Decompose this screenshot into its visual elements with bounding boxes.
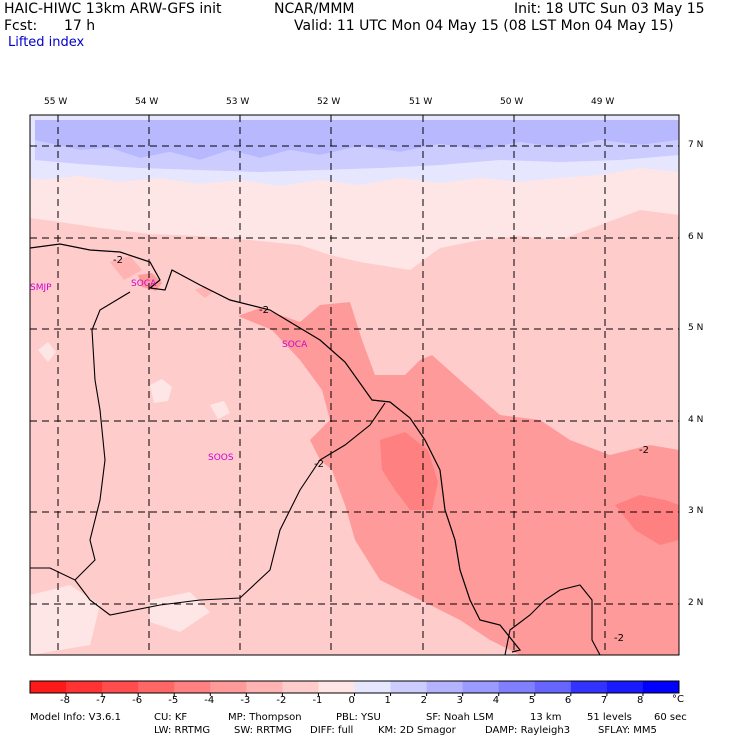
contour-label: -2 bbox=[259, 305, 269, 316]
field-unstable-region bbox=[238, 302, 679, 655]
colorbar-tick-label: -7 bbox=[96, 695, 107, 706]
colorbar-swatch bbox=[318, 681, 355, 693]
grid-spacing: 13 km bbox=[530, 712, 562, 723]
colorbar-swatch bbox=[462, 681, 500, 693]
colorbar-swatch bbox=[606, 681, 644, 693]
station-label: SOCA bbox=[282, 340, 308, 350]
coastline bbox=[30, 243, 522, 653]
map-frame bbox=[29, 114, 680, 656]
field-light-patch bbox=[30, 585, 100, 655]
colorbar-swatch bbox=[174, 681, 211, 693]
forecast-hour: 17 h bbox=[64, 18, 96, 34]
colorbar-swatch bbox=[570, 681, 608, 693]
contour-label: -2 bbox=[314, 459, 324, 470]
graticule bbox=[30, 115, 679, 655]
time-step: 60 sec bbox=[654, 712, 687, 723]
lat-label: 5 N bbox=[688, 323, 704, 333]
field-light-patch bbox=[150, 592, 210, 632]
shortwave-scheme: SW: RRTMG bbox=[234, 725, 292, 736]
lat-label: 4 N bbox=[688, 415, 704, 425]
colorbar-tick-label: 6 bbox=[564, 695, 572, 706]
lon-label: 52 W bbox=[317, 97, 341, 107]
colorbar-swatch bbox=[210, 681, 247, 693]
lat-label: 3 N bbox=[688, 506, 704, 516]
center-label: NCAR/MMM bbox=[274, 1, 355, 17]
station-label: SMJP bbox=[30, 283, 52, 293]
longwave-scheme: LW: RRTMG bbox=[154, 725, 211, 736]
colorbar-tick-label: 4 bbox=[492, 695, 500, 706]
model-title: HAIC-HIWC 13km ARW-GFS init bbox=[4, 1, 222, 17]
colorbar-swatch bbox=[426, 681, 464, 693]
pbl-scheme: PBL: YSU bbox=[336, 712, 381, 723]
diffusion-option: DIFF: full bbox=[310, 725, 354, 736]
field-moderate-patch bbox=[138, 273, 162, 291]
colorbar-swatch bbox=[498, 681, 536, 693]
colorbar-unit: °C bbox=[672, 694, 684, 705]
lat-label: 6 N bbox=[688, 232, 704, 242]
colorbar-tick-label: 5 bbox=[528, 695, 536, 706]
colorbar-tick-label: -8 bbox=[60, 695, 71, 706]
contour-label: -2 bbox=[614, 633, 624, 644]
colorbar-swatch bbox=[246, 681, 283, 693]
colorbar-swatch bbox=[534, 681, 572, 693]
colorbar-swatch bbox=[30, 681, 67, 693]
field-stable-fringe bbox=[35, 140, 679, 172]
forecast-label: Fcst: bbox=[4, 18, 38, 34]
lat-label: 2 N bbox=[688, 598, 704, 608]
lon-label: 49 W bbox=[591, 97, 615, 107]
colorbar-swatch bbox=[66, 681, 103, 693]
lon-label: 51 W bbox=[409, 97, 433, 107]
colorbar-tick-label: 1 bbox=[384, 695, 391, 706]
colorbar-swatch bbox=[102, 681, 139, 693]
surface-layer-option: SFLAY: MM5 bbox=[598, 725, 657, 736]
damping-option: DAMP: Rayleigh3 bbox=[485, 725, 571, 736]
station-label: SOOS bbox=[208, 453, 234, 463]
colorbar-tick-label: 8 bbox=[636, 695, 644, 706]
lat-label: 7 N bbox=[688, 140, 704, 150]
colorbar-tick-label: -5 bbox=[168, 695, 179, 706]
field-light-patch bbox=[210, 401, 230, 419]
colorbar-swatch bbox=[642, 681, 680, 693]
colorbar-tick-label: -2 bbox=[276, 695, 287, 706]
model-info: Model Info: V3.6.1 bbox=[30, 712, 121, 723]
field-light-patch bbox=[150, 379, 172, 403]
colorbar-tick-label: -3 bbox=[240, 695, 251, 706]
colorbar-tick-label: 2 bbox=[420, 695, 427, 706]
border-west bbox=[30, 291, 131, 581]
colorbar-swatch bbox=[390, 681, 428, 693]
field-stable-core bbox=[35, 120, 679, 160]
colorbar-tick-label: 7 bbox=[600, 695, 608, 706]
colorbar-tick-label: -1 bbox=[312, 695, 323, 706]
field-light-patch bbox=[38, 342, 56, 362]
colorbar-swatch bbox=[138, 681, 175, 693]
lon-label: 53 W bbox=[226, 97, 250, 107]
cumulus-scheme: CU: KF bbox=[154, 712, 188, 723]
colorbar-tick-label: 0 bbox=[348, 695, 355, 706]
contour-label: -2 bbox=[113, 255, 123, 266]
lon-label: 55 W bbox=[44, 97, 68, 107]
colorbar-swatch bbox=[282, 681, 319, 693]
field-name: Lifted index bbox=[8, 35, 85, 50]
colorbar-tick-label: 3 bbox=[456, 695, 464, 706]
field-strong-unstable bbox=[615, 495, 679, 545]
border-east bbox=[504, 584, 601, 655]
lon-label: 50 W bbox=[500, 97, 524, 107]
colorbar-tick-label: -6 bbox=[132, 695, 143, 706]
colorbar-swatch bbox=[354, 681, 392, 693]
contour-label: -2 bbox=[639, 445, 649, 456]
colorbar-tick-label: -4 bbox=[204, 695, 215, 706]
lon-label: 54 W bbox=[135, 97, 159, 107]
km-option: KM: 2D Smagor bbox=[378, 725, 456, 736]
border-inner bbox=[74, 402, 386, 616]
vertical-levels: 51 levels bbox=[587, 712, 632, 723]
init-time: Init: 18 UTC Sun 03 May 15 bbox=[514, 1, 705, 17]
valid-time: Valid: 11 UTC Mon 04 May 15 (08 LST Mon … bbox=[294, 18, 674, 34]
field-moderate-patch bbox=[110, 256, 142, 280]
station-label: SOCA bbox=[131, 279, 157, 289]
microphysics-scheme: MP: Thompson bbox=[228, 712, 302, 723]
surface-scheme: SF: Noah LSM bbox=[426, 712, 494, 723]
